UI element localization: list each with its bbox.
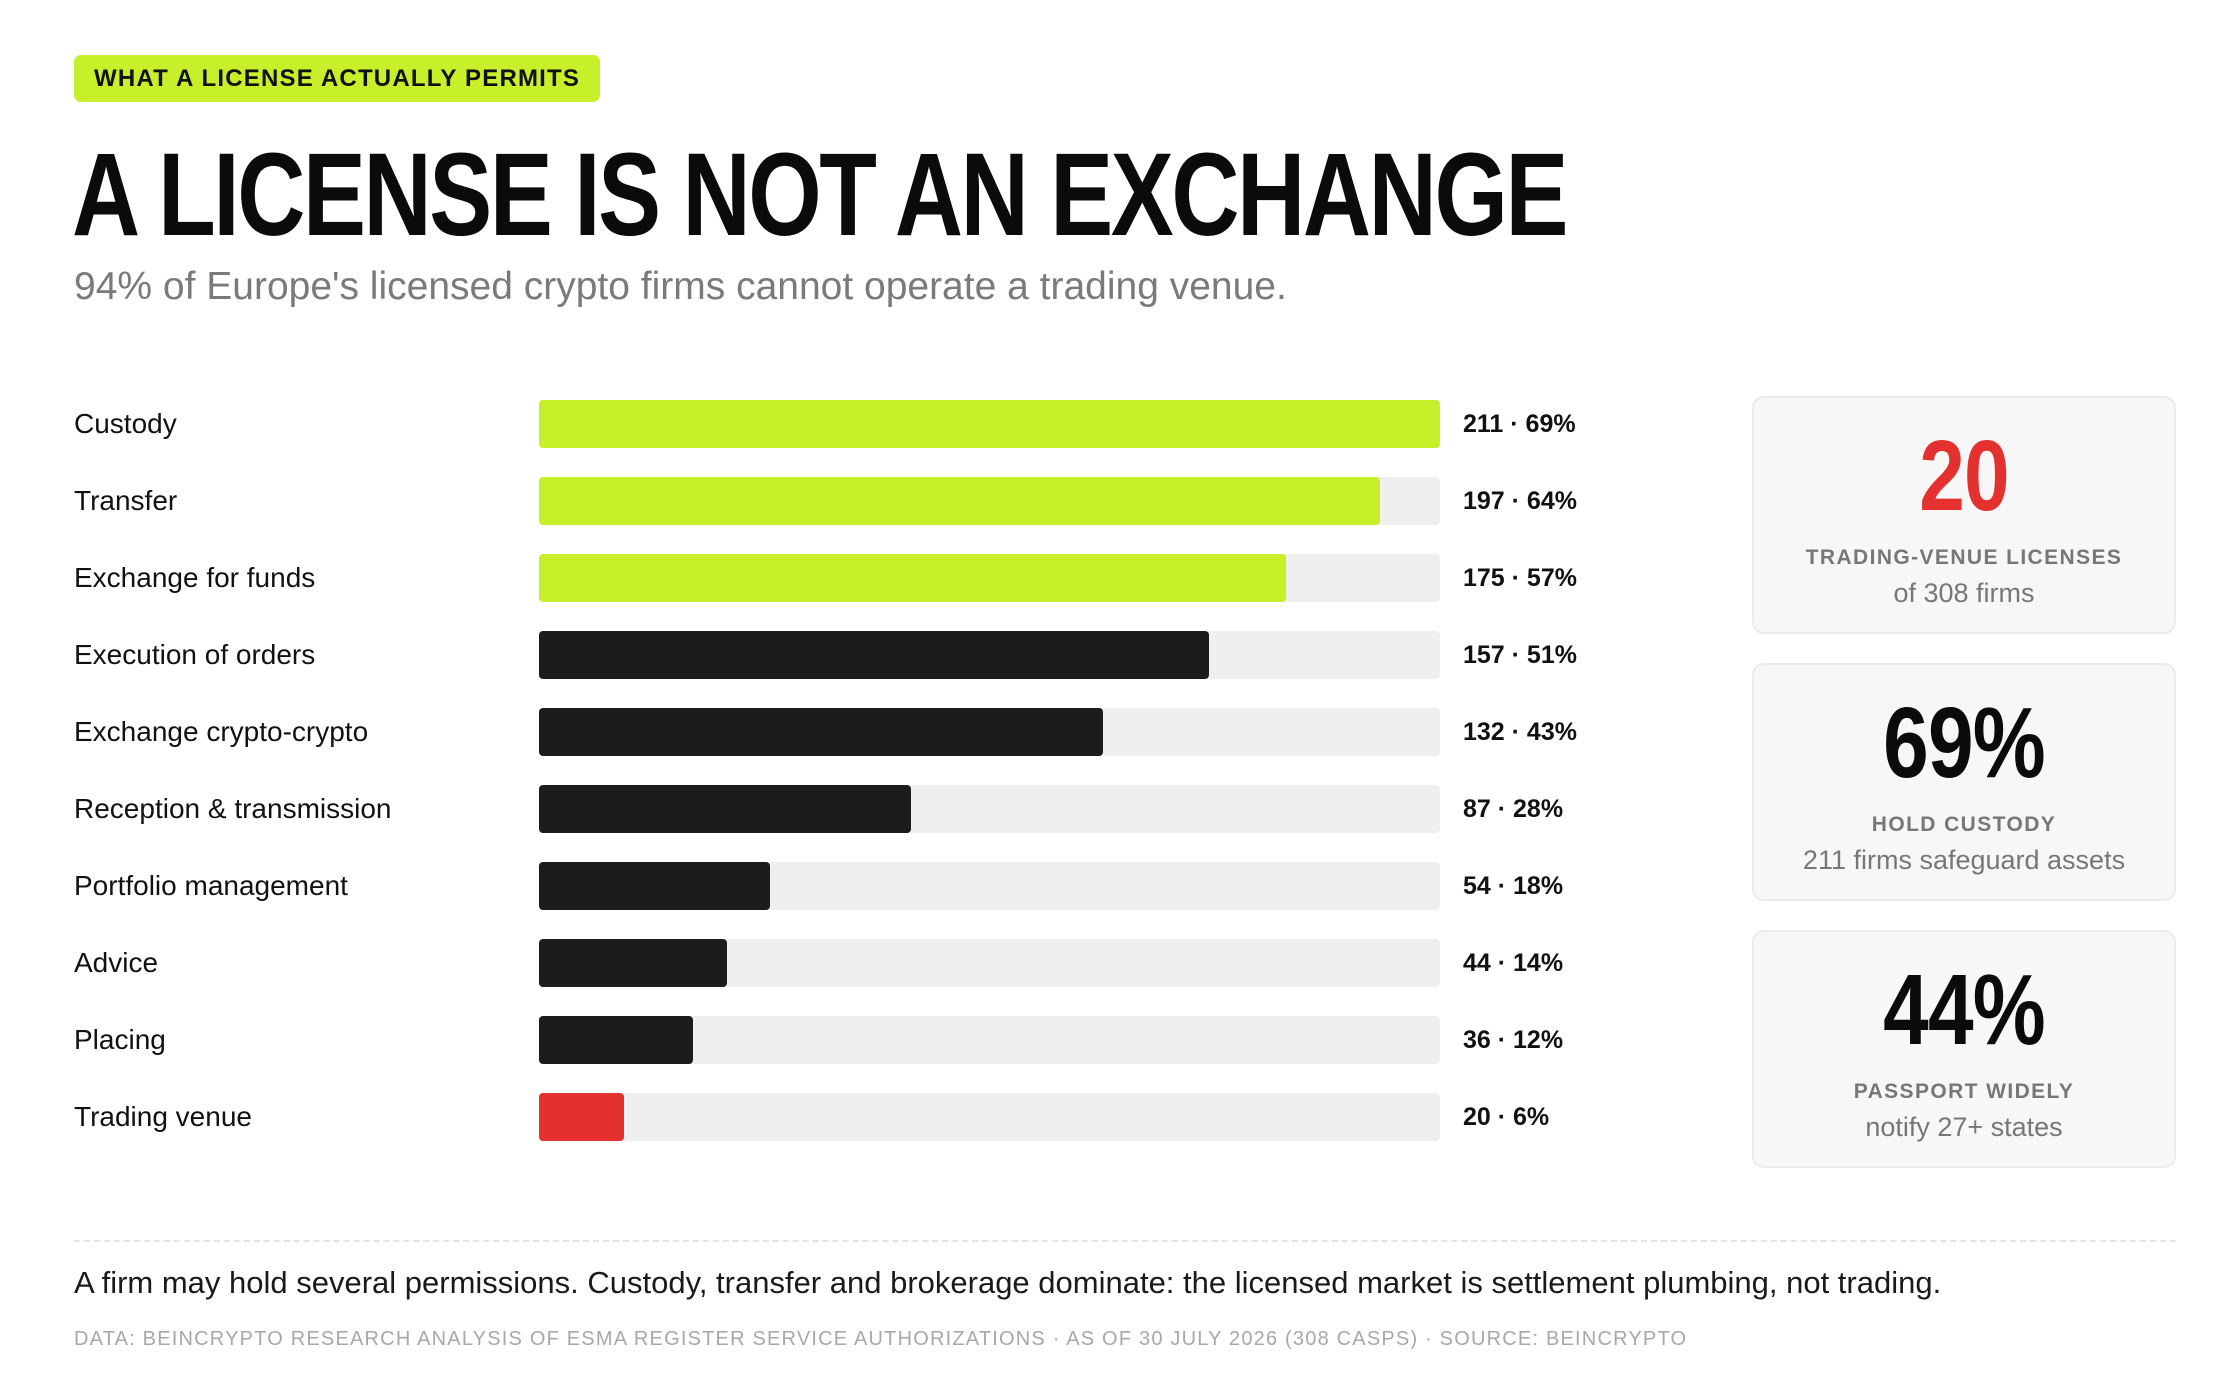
page-title: A LICENSE IS NOT AN EXCHANGE <box>72 129 1568 261</box>
bar-category-label: Exchange crypto-crypto <box>74 716 369 747</box>
page-subtitle: 94% of Europe's licensed crypto firms ca… <box>74 265 1287 308</box>
bar <box>539 708 1103 756</box>
bar-value-label: 197 · 64% <box>1463 487 1577 515</box>
stat-value: 20 <box>1919 420 2009 532</box>
bar-row: Exchange crypto-crypto 132 · 43% <box>74 708 1634 756</box>
bar-track <box>539 1093 1440 1141</box>
bar-track <box>539 554 1440 602</box>
bar-value-label: 44 · 14% <box>1463 949 1564 977</box>
bar-row: Exchange for funds 175 · 57% <box>74 554 1634 602</box>
bar-category-label: Transfer <box>74 485 178 516</box>
source-credit: DATA: BEINCRYPTO RESEARCH ANALYSIS OF ES… <box>74 1328 1688 1350</box>
bar-category-label: Trading venue <box>74 1101 252 1132</box>
bar <box>539 1093 624 1141</box>
bar-row: Portfolio management 54 · 18% <box>74 862 1634 910</box>
bar-value-label: 87 · 28% <box>1463 795 1564 823</box>
bar-value-label: 54 · 18% <box>1463 872 1564 900</box>
footer-divider <box>74 1240 2176 1242</box>
stat-card: 44% PASSPORT WIDELY notify 27+ states <box>1752 930 2176 1168</box>
stat-card: 20 TRADING-VENUE LICENSES of 308 firms <box>1752 396 2176 634</box>
bar-row: Reception & transmission 87 · 28% <box>74 785 1634 833</box>
bar-value-label: 132 · 43% <box>1463 718 1577 746</box>
bar-track <box>539 939 1440 987</box>
bar-value-label: 157 · 51% <box>1463 641 1577 669</box>
stat-note: 211 firms safeguard assets <box>1802 845 2126 875</box>
bar-category-label: Placing <box>74 1024 166 1055</box>
bar <box>539 785 911 833</box>
bar-value-label: 20 · 6% <box>1463 1103 1550 1131</box>
bar <box>539 400 1440 448</box>
bar-category-label: Reception & transmission <box>74 793 392 824</box>
bar-row: Custody 211 · 69% <box>74 400 1634 448</box>
bar-track <box>539 785 1440 833</box>
bar-category-label: Execution of orders <box>74 639 316 670</box>
stat-label: TRADING-VENUE LICENSES <box>1805 546 2123 569</box>
bar-track <box>539 1016 1440 1064</box>
bar-row: Trading venue 20 · 6% <box>74 1093 1634 1141</box>
bar-value-label: 175 · 57% <box>1463 564 1577 592</box>
bar-category-label: Custody <box>74 408 177 439</box>
footnote: A firm may hold several permissions. Cus… <box>74 1265 1942 1300</box>
stat-value: 69% <box>1883 687 2045 799</box>
bar <box>539 631 1209 679</box>
stat-value: 44% <box>1883 954 2045 1066</box>
bar-value-label: 36 · 12% <box>1463 1026 1564 1054</box>
stat-card: 69% HOLD CUSTODY 211 firms safeguard asset… <box>1752 663 2176 901</box>
bar-row: Placing 36 · 12% <box>74 1016 1634 1064</box>
bar <box>539 862 770 910</box>
bar <box>539 1016 693 1064</box>
bar-row: Transfer 197 · 64% <box>74 477 1634 525</box>
bar-value-label: 211 · 69% <box>1463 410 1576 438</box>
bar-track <box>539 631 1440 679</box>
bar-track <box>539 400 1440 448</box>
bar-track <box>539 862 1440 910</box>
bar-row: Execution of orders 157 · 51% <box>74 631 1634 679</box>
bar <box>539 554 1286 602</box>
stat-note: of 308 firms <box>1893 578 2035 608</box>
bar-category-label: Exchange for funds <box>74 562 316 593</box>
eyebrow-badge: WHAT A LICENSE ACTUALLY PERMITS <box>74 55 601 102</box>
bar-category-label: Portfolio management <box>74 870 348 901</box>
stat-label: PASSPORT WIDELY <box>1853 1080 2075 1103</box>
bar-category-label: Advice <box>74 947 159 978</box>
bar <box>539 939 727 987</box>
stat-note: notify 27+ states <box>1865 1112 2063 1142</box>
stat-label: HOLD CUSTODY <box>1871 813 2057 836</box>
bar-track <box>539 477 1440 525</box>
bar-row: Advice 44 · 14% <box>74 939 1634 987</box>
bar-track <box>539 708 1440 756</box>
bar <box>539 477 1380 525</box>
